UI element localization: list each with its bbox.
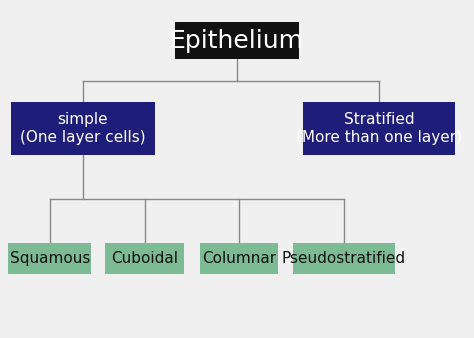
Text: Columnar: Columnar — [202, 251, 276, 266]
Text: Pseudostratified: Pseudostratified — [282, 251, 406, 266]
FancyBboxPatch shape — [200, 243, 279, 274]
Text: Stratified
(More than one layer): Stratified (More than one layer) — [296, 112, 462, 145]
FancyBboxPatch shape — [175, 22, 299, 59]
FancyBboxPatch shape — [105, 243, 183, 274]
FancyBboxPatch shape — [10, 102, 155, 155]
Text: Cuboidal: Cuboidal — [111, 251, 178, 266]
Text: simple
(One layer cells): simple (One layer cells) — [20, 112, 146, 145]
Text: Squamous: Squamous — [9, 251, 90, 266]
FancyBboxPatch shape — [8, 243, 91, 274]
Text: Epithelium: Epithelium — [170, 28, 304, 53]
FancyBboxPatch shape — [292, 243, 394, 274]
FancyBboxPatch shape — [303, 102, 455, 155]
